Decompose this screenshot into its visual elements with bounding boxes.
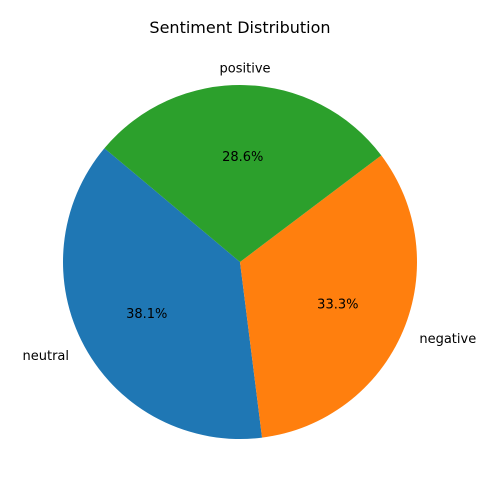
pie-percent-label-positive: 28.6% xyxy=(222,150,263,165)
pie-percent-label-negative: 33.3% xyxy=(317,297,358,312)
pie-slice-positive xyxy=(104,85,382,262)
pie-category-label-neutral: neutral xyxy=(23,349,70,364)
pie-slice-negative xyxy=(240,155,417,438)
pie-labels: 38.1% neutral 33.3% negative 28.6% positive xyxy=(23,61,477,364)
pie-slices xyxy=(63,85,417,439)
pie-slice-neutral xyxy=(63,148,263,439)
chart-title: Sentiment Distribution xyxy=(149,18,330,37)
pie-category-label-positive: positive xyxy=(220,61,271,76)
pie-percent-label-neutral: 38.1% xyxy=(126,307,167,322)
pie-category-label-negative: negative xyxy=(419,332,476,347)
